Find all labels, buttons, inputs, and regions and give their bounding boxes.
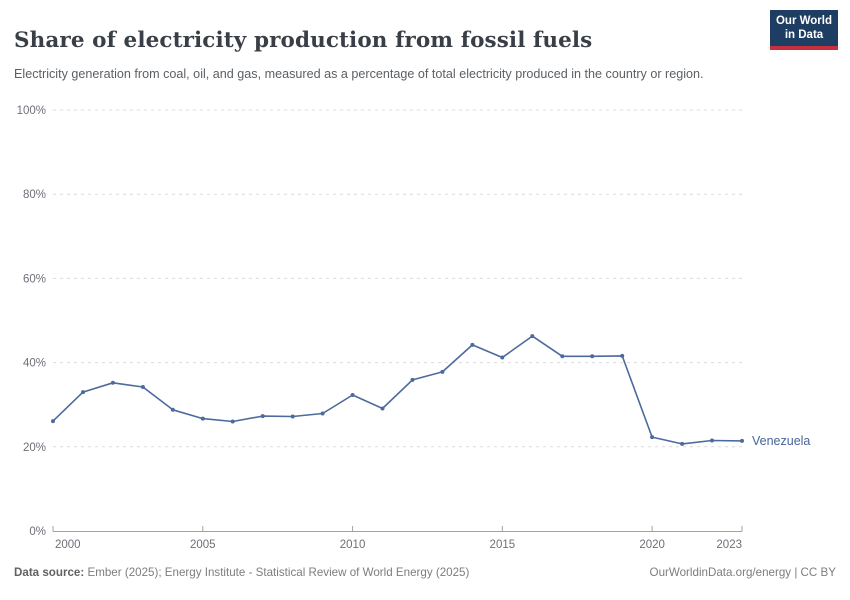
- data-point[interactable]: [530, 334, 535, 339]
- data-source-label: Data source:: [14, 566, 85, 579]
- x-tick-label: 2005: [190, 539, 216, 551]
- data-source-text: Ember (2025); Energy Institute - Statist…: [87, 566, 470, 579]
- data-point[interactable]: [710, 438, 714, 443]
- y-tick-label: 0%: [29, 526, 46, 538]
- data-point[interactable]: [290, 414, 295, 419]
- y-tick-label: 60%: [23, 273, 46, 285]
- data-point[interactable]: [51, 419, 55, 424]
- data-point[interactable]: [320, 411, 325, 416]
- x-tick-label: 2000: [55, 539, 81, 551]
- chart-subtitle: Electricity generation from coal, oil, a…: [14, 66, 704, 81]
- y-tick-label: 20%: [23, 442, 46, 454]
- entity-label[interactable]: Venezuela: [752, 434, 810, 448]
- data-point[interactable]: [200, 416, 205, 421]
- data-point[interactable]: [470, 342, 475, 347]
- data-point[interactable]: [650, 435, 655, 440]
- data-point[interactable]: [680, 441, 685, 446]
- y-tick-label: 80%: [23, 189, 46, 201]
- chart-title: Share of electricity production from fos…: [14, 28, 593, 54]
- chart-footer: Data source: Ember (2025); Energy Instit…: [14, 566, 836, 579]
- data-point[interactable]: [590, 354, 595, 359]
- data-point[interactable]: [110, 380, 115, 385]
- y-tick-label: 100%: [17, 105, 46, 117]
- data-point[interactable]: [560, 354, 565, 359]
- data-point[interactable]: [81, 390, 85, 395]
- data-point[interactable]: [620, 353, 625, 358]
- x-tick-label: 2015: [490, 539, 516, 551]
- data-point[interactable]: [740, 438, 744, 443]
- x-tick-label: 2010: [340, 539, 366, 551]
- x-tick-label: 2020: [639, 539, 665, 551]
- data-source-note: Data source: Ember (2025); Energy Instit…: [14, 566, 469, 579]
- x-tick-label: 2023: [716, 539, 742, 551]
- data-point[interactable]: [260, 414, 265, 419]
- license-link[interactable]: OurWorldinData.org/energy | CC BY: [649, 566, 836, 579]
- owid-logo[interactable]: Our World in Data: [770, 10, 838, 50]
- data-point[interactable]: [440, 369, 445, 374]
- y-tick-label: 40%: [23, 358, 46, 370]
- data-point[interactable]: [230, 419, 235, 424]
- owid-logo-line1: Our World: [775, 14, 832, 27]
- chart-canvas: 0% 20% 40% 60% 80% 100% 2000 2005 2010 2015 2020 20…: [17, 105, 811, 551]
- data-point[interactable]: [350, 393, 355, 397]
- line-chart: 0% 20% 40% 60% 80% 100% 2000 2005 2010 2015 2020 20…: [0, 95, 850, 560]
- data-point[interactable]: [140, 385, 145, 389]
- data-point[interactable]: [410, 377, 415, 382]
- data-point[interactable]: [380, 406, 385, 411]
- owid-logo-line2: in Data: [784, 29, 824, 41]
- series-line[interactable]: [52, 335, 743, 445]
- data-point[interactable]: [500, 355, 505, 360]
- data-point[interactable]: [170, 407, 175, 412]
